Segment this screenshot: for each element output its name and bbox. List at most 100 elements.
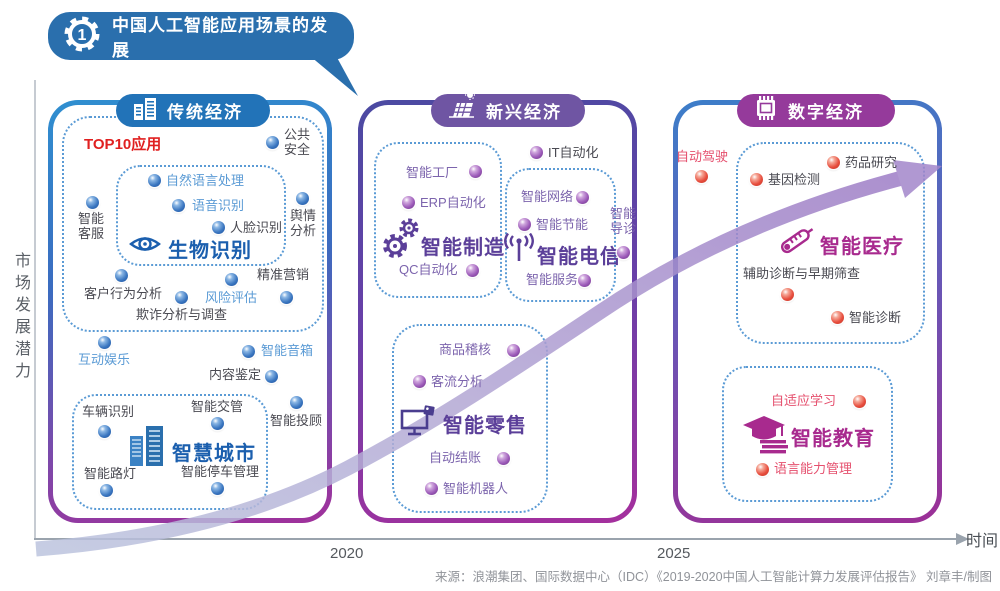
app-item-label: 语音识别	[192, 198, 245, 213]
panel-header-label: 传统经济	[167, 103, 243, 122]
data-point	[211, 417, 224, 430]
app-item-label: 风险评估	[205, 290, 258, 305]
app-item-label: 客流分析	[431, 374, 484, 389]
app-item-label: 智能诊断	[849, 310, 902, 325]
data-point	[98, 425, 111, 438]
group-title-smart-manufacturing: 智能制造	[421, 237, 505, 259]
tick-2020: 2020	[330, 545, 364, 562]
app-item-label: 自动驾驶	[676, 149, 729, 164]
top10-tag: TOP10应用	[84, 136, 162, 153]
app-item-label: 智能网络	[521, 189, 574, 204]
app-item-label: QC自动化	[399, 262, 458, 277]
app-item-label: 智能路灯	[84, 466, 137, 481]
data-point	[100, 484, 113, 497]
data-point	[827, 156, 840, 169]
chip-icon	[753, 95, 779, 126]
building-icon	[132, 96, 158, 125]
app-item-label: 智能客服	[78, 211, 105, 241]
app-item-label: 辅助诊断与早期筛查	[743, 266, 861, 281]
app-item-label: 智能投顾	[270, 413, 323, 428]
thermometer-icon	[774, 216, 820, 265]
app-item-label: 内容鉴定	[209, 367, 262, 382]
data-point	[425, 482, 438, 495]
solar-panel-icon	[447, 90, 477, 125]
data-point	[413, 375, 426, 388]
data-point	[175, 291, 188, 304]
data-point	[507, 344, 520, 357]
title-badge: 1 中国人工智能应用场景的发展	[48, 12, 354, 60]
group-title-biometric: 生物识别	[168, 240, 252, 262]
data-point	[242, 345, 255, 358]
app-item-label: 互动娱乐	[78, 352, 131, 367]
data-point	[497, 452, 510, 465]
data-point	[115, 269, 128, 282]
app-item-label: 智能导诊	[610, 206, 637, 236]
group-title-smart-healthcare: 智能医疗	[820, 236, 904, 258]
header-digital-economy: 数字经济	[737, 94, 895, 127]
app-item-label: 智能停车管理	[181, 464, 260, 479]
app-item-label: 精准营销	[257, 267, 310, 282]
data-point	[781, 288, 794, 301]
data-point	[265, 370, 278, 383]
data-point	[695, 170, 708, 183]
data-point	[831, 311, 844, 324]
group-title-smart-education: 智能教育	[791, 428, 875, 450]
y-axis-line	[34, 80, 36, 540]
group-title-smart-city: 智慧城市	[172, 443, 256, 465]
antenna-icon	[502, 232, 536, 268]
data-point	[86, 196, 99, 209]
app-item-label: 基因检测	[768, 172, 821, 187]
header-emerging-economy: 新兴经济	[431, 90, 585, 127]
app-item-label: 智能工厂	[406, 165, 459, 180]
app-item-label: ERP自动化	[420, 195, 486, 210]
data-point	[148, 174, 161, 187]
graduation-cap-icon	[740, 412, 790, 459]
data-point	[212, 221, 225, 234]
tick-2025: 2025	[657, 545, 691, 562]
app-item-label: 智能交管	[191, 399, 244, 414]
group-title-smart-telecom: 智能电信	[537, 246, 621, 268]
data-point	[280, 291, 293, 304]
data-point	[211, 482, 224, 495]
app-item-label: 自适应学习	[771, 393, 837, 408]
x-axis-line	[34, 538, 958, 540]
app-item-label: 药品研究	[845, 155, 898, 170]
app-item-label: 欺诈分析与调查	[136, 307, 228, 322]
data-point	[617, 246, 630, 259]
app-item-label: 语言能力管理	[774, 461, 853, 476]
group-title-smart-retail: 智能零售	[443, 415, 527, 437]
y-axis-label: 市场发展潜力	[12, 252, 29, 384]
app-item-label: 公共安全	[284, 127, 311, 157]
data-point	[172, 199, 185, 212]
data-point	[466, 264, 479, 277]
app-item-label: 自动结账	[429, 450, 482, 465]
data-point	[290, 396, 303, 409]
page-title: 中国人工智能应用场景的发展	[112, 16, 328, 60]
x-axis-arrow-icon	[956, 533, 969, 545]
gears-icon	[382, 216, 420, 265]
header-traditional-economy: 传统经济	[116, 94, 270, 127]
panel-header-label: 新兴经济	[486, 103, 562, 122]
app-item-label: 自然语言处理	[166, 173, 245, 188]
app-item-label: 商品稽核	[439, 342, 492, 357]
monitor-icon	[400, 404, 438, 443]
data-point	[518, 218, 531, 231]
app-item-label: 智能音箱	[261, 343, 314, 358]
data-point	[225, 273, 238, 286]
app-item-label: 智能节能	[536, 217, 589, 232]
source-note: 来源：浪潮集团、国际数据中心（IDC）《2019-2020中国人工智能计算力发展…	[434, 570, 992, 584]
x-axis-label: 时间	[966, 533, 999, 550]
data-point	[756, 463, 769, 476]
panel-header-label: 数字经济	[788, 103, 864, 122]
data-point	[578, 274, 591, 287]
data-point	[98, 336, 111, 349]
app-item-label: 舆情分析	[290, 208, 317, 238]
data-point	[266, 136, 279, 149]
badge-number: 1	[78, 27, 87, 44]
eye-icon	[128, 232, 162, 261]
data-point	[296, 192, 309, 205]
app-item-label: 车辆识别	[82, 404, 135, 419]
data-point	[402, 196, 415, 209]
city-buildings-icon	[128, 424, 168, 471]
